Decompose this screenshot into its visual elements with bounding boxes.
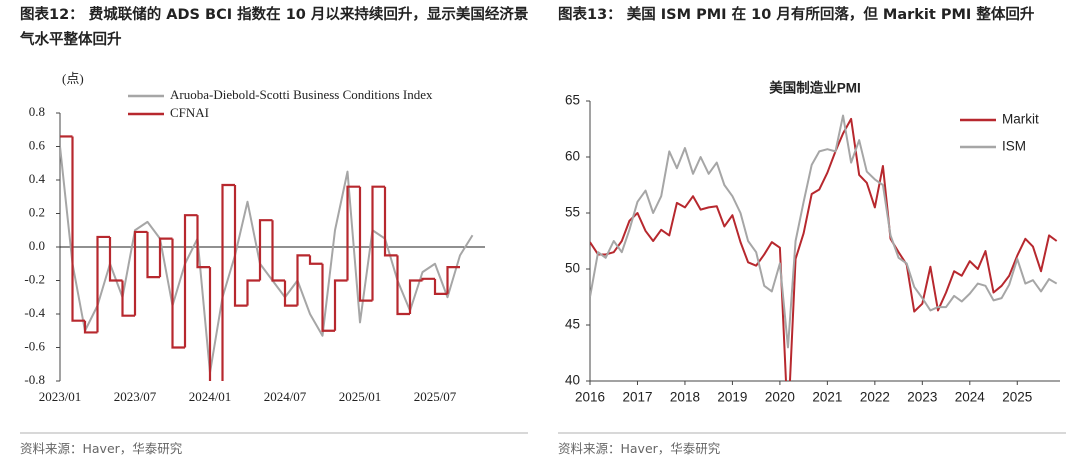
x-tick-label: 2024 [955, 390, 986, 405]
x-tick-label: 2023/07 [114, 389, 157, 404]
legend-label: Markit [1002, 112, 1039, 127]
step-segment [183, 214, 198, 348]
legend-label: CFNAI [170, 105, 209, 120]
step-segment [221, 183, 235, 381]
source-note: 资料来源：Haver，华泰研究 [20, 441, 183, 456]
step-segment [171, 238, 185, 349]
step-segment [321, 263, 335, 332]
series-line [60, 146, 474, 374]
y-tick-label: -0.2 [24, 271, 45, 286]
x-tick-label: 2025 [1002, 390, 1032, 405]
step-segment [146, 231, 160, 279]
step-segment [258, 219, 273, 281]
y-tick-label: 0.0 [29, 238, 45, 253]
y-tick-label: 60 [565, 149, 580, 164]
step-segment [408, 279, 423, 314]
step-segment [296, 254, 310, 306]
step-segment [333, 279, 348, 331]
x-tick-label: 2020 [765, 390, 795, 405]
x-tick-label: 2024/07 [264, 389, 307, 404]
step-segment [421, 277, 435, 281]
step-segment [308, 255, 323, 265]
x-tick-label: 2025/01 [339, 389, 382, 404]
step-segment [108, 236, 123, 282]
step-segment [196, 215, 210, 269]
y-tick-label: 0.8 [29, 104, 45, 119]
x-tick-label: 2024/01 [189, 389, 232, 404]
y-tick-label: 65 [565, 93, 580, 108]
step-segment [246, 279, 260, 306]
x-tick-label: 2023/01 [39, 389, 82, 404]
step-segment [208, 267, 212, 381]
step-segment [121, 280, 135, 317]
step-segment [396, 255, 410, 316]
y-tick-label: -0.8 [24, 372, 45, 387]
step-segment [446, 266, 460, 294]
step-segment [383, 186, 398, 257]
x-tick-label: 2025/07 [414, 389, 457, 404]
step-segment [346, 185, 360, 281]
figure-caption: 图表12： 费城联储的 ADS BCI 指数在 10 月以来持续回升，显示美国经… [20, 7, 529, 48]
y-tick-label: 0.6 [29, 137, 46, 152]
y-tick-label: 40 [565, 373, 580, 388]
step-segment [433, 278, 448, 295]
y-tick-label: -0.4 [24, 305, 45, 320]
source-note: 资料来源：Haver，华泰研究 [558, 441, 721, 456]
x-tick-label: 2017 [622, 390, 652, 405]
chart-right: 美国制造业PMI 40 45 50 55 60 65 2016 2017 2018 2019 202… [565, 80, 1060, 405]
x-tick-label: 2019 [717, 390, 747, 405]
y-axis-label: (点) [62, 71, 84, 86]
step-segment [71, 136, 85, 322]
figure-caption: 图表13： 美国 ISM PMI 在 10 月有所回落，但 Markit PMI… [558, 7, 1035, 23]
step-segment [283, 280, 298, 307]
step-segment [133, 230, 148, 316]
x-tick-label: 2018 [670, 390, 700, 405]
x-tick-label: 2016 [575, 390, 605, 405]
y-tick-label: 0.4 [29, 171, 46, 186]
step-segment [358, 186, 373, 302]
step-segment [271, 220, 285, 282]
step-segment [96, 235, 110, 333]
series-line [590, 117, 1058, 381]
legend-label: ISM [1002, 139, 1026, 154]
y-tick-label: -0.6 [24, 338, 45, 353]
series-line [590, 114, 1058, 349]
chart-title: 美国制造业PMI [769, 80, 861, 96]
x-tick-label: 2021 [812, 390, 842, 405]
step-segment [233, 185, 248, 307]
y-tick-label: 50 [565, 261, 580, 276]
y-tick-label: 45 [565, 317, 580, 332]
x-tick-label: 2023 [907, 390, 937, 405]
y-tick-label: 55 [565, 205, 580, 220]
chart-left: (点) -0.8 -0.6 -0.4 -0.2 0.0 0.2 0.4 0.6 0.8 2023/… [24, 71, 485, 404]
legend-label: Aruoba-Diebold-Scotti Business Condition… [170, 87, 433, 102]
step-segment [158, 237, 173, 278]
x-tick-label: 2022 [860, 390, 890, 405]
y-tick-label: 0.2 [29, 204, 45, 219]
step-segment [83, 320, 98, 334]
step-segment [371, 185, 385, 301]
